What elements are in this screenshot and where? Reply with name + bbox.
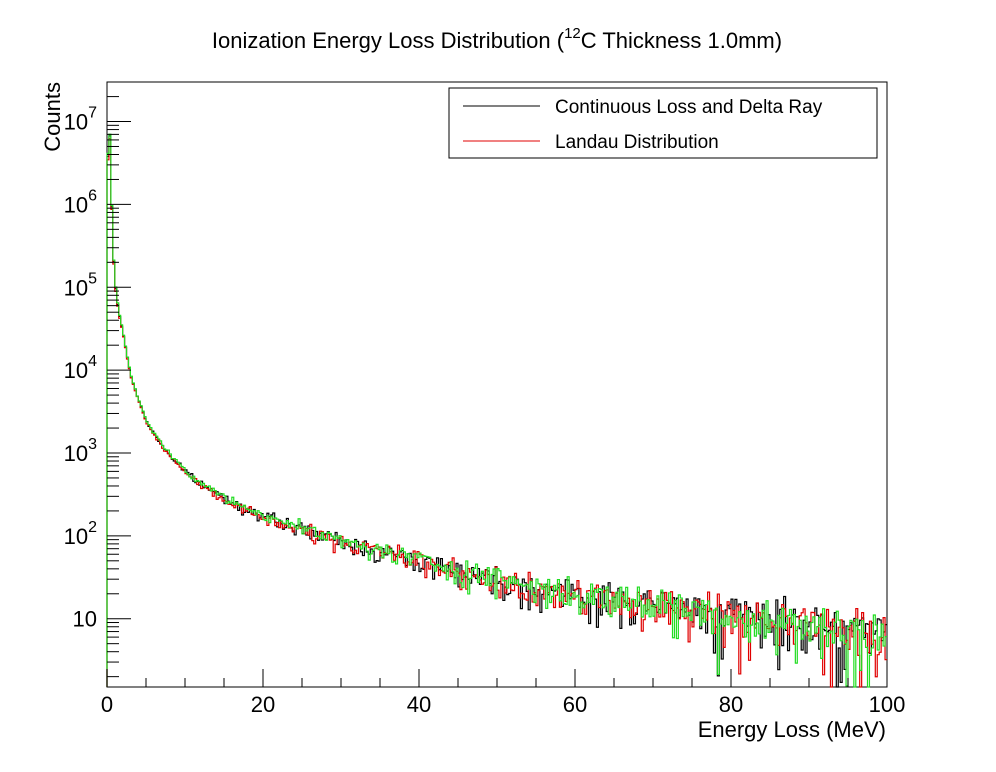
title-superscript: 12 bbox=[564, 25, 581, 42]
y-tick-label: 103 bbox=[64, 436, 97, 466]
y-tick-label: 10 bbox=[73, 607, 97, 632]
x-axis-title: Energy Loss (MeV) bbox=[698, 717, 886, 742]
x-tick-label: 100 bbox=[869, 692, 906, 717]
chart-title: Ionization Energy Loss Distribution (12C… bbox=[212, 25, 782, 53]
y-tick-label: 104 bbox=[64, 353, 97, 383]
y-tick-label: 102 bbox=[64, 519, 97, 549]
series-line-0 bbox=[106, 135, 887, 688]
y-tick-label: 107 bbox=[64, 105, 97, 135]
series-line-1 bbox=[106, 137, 887, 688]
legend-label-continuous: Continuous Loss and Delta Ray bbox=[555, 97, 823, 118]
x-tick-label: 40 bbox=[407, 692, 431, 717]
y-tick-label: 105 bbox=[64, 270, 97, 300]
y-axis: 10 102 103 104 105 106 107 bbox=[64, 81, 131, 678]
series-line-2 bbox=[106, 133, 887, 688]
x-tick-label: 20 bbox=[251, 692, 275, 717]
x-tick-label: 0 bbox=[101, 692, 113, 717]
legend: Continuous Loss and Delta Ray Landau Dis… bbox=[448, 87, 878, 159]
x-tick-label: 80 bbox=[719, 692, 743, 717]
y-axis-title: Counts bbox=[40, 82, 65, 152]
x-tick-label: 60 bbox=[563, 692, 587, 717]
series-layer bbox=[106, 133, 887, 688]
legend-box bbox=[448, 87, 878, 159]
legend-label-landau: Landau Distribution bbox=[555, 132, 719, 153]
y-tick-label: 106 bbox=[64, 187, 97, 217]
x-axis: 0 20 40 60 80 100 bbox=[101, 669, 905, 717]
